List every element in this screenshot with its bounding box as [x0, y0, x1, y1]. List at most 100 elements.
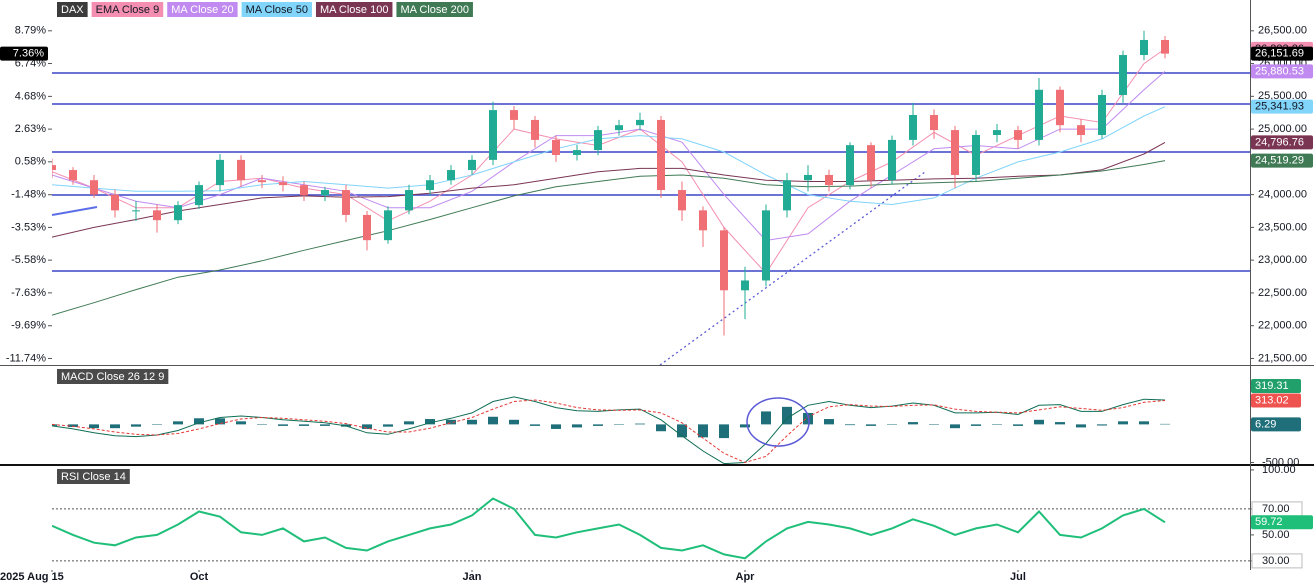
last-value-label-text: 313.02	[1255, 394, 1289, 406]
histogram-bar	[824, 419, 834, 425]
histogram-bar	[782, 406, 792, 425]
candle-body	[783, 180, 791, 211]
histogram-bar	[1097, 424, 1107, 426]
candle-body	[1077, 125, 1085, 135]
candle-body	[615, 125, 623, 131]
y-tick-label: 23,500.00	[1258, 221, 1307, 233]
ma-line	[52, 141, 1166, 238]
candle-body	[69, 170, 77, 181]
y2-tick-label: -5.58%	[11, 254, 46, 266]
candle-body	[993, 130, 1001, 135]
candle-body	[510, 110, 518, 120]
legend-item-text: MA Close 20	[171, 4, 233, 16]
last-value-label: 319.31	[1251, 379, 1301, 394]
candle-body	[237, 159, 245, 181]
candle-body	[1119, 55, 1127, 96]
histogram-bar	[320, 424, 330, 426]
candle-body	[636, 119, 644, 126]
histogram-bar	[425, 419, 435, 425]
y2-tick-label: -1.48%	[11, 189, 46, 201]
last-value-label-box	[1251, 64, 1313, 79]
legend-item-box	[315, 2, 393, 17]
pane-title: RSI Close 14	[57, 469, 130, 484]
histogram-bar	[383, 424, 393, 427]
histogram-bar	[929, 424, 939, 425]
y2-tick-label: -7.63%	[11, 287, 46, 299]
x-tick-label: Jan	[463, 571, 482, 583]
legend-item-box	[167, 2, 238, 17]
candle-body	[972, 134, 980, 175]
candle-body	[52, 165, 56, 171]
last-close-label-text: 26,151.69	[1255, 48, 1304, 60]
y-tick-label: 25,500.00	[1258, 90, 1307, 102]
candle-body	[951, 130, 959, 175]
legend-item: EMA Close 9	[91, 2, 164, 17]
last-value-label-box	[1251, 515, 1313, 530]
highlight-ellipse	[746, 397, 810, 447]
candle-body	[909, 115, 917, 140]
candle-body	[363, 214, 371, 241]
candle-body	[573, 150, 581, 155]
histogram-bar	[68, 424, 78, 428]
y-tick-label: 23,000.00	[1258, 254, 1307, 266]
candle-body	[342, 190, 350, 215]
candle-body	[657, 119, 665, 191]
y-tick-label: 22,000.00	[1258, 320, 1307, 332]
histogram-bar	[866, 424, 876, 426]
histogram-bar	[761, 411, 771, 425]
macd-line	[52, 396, 1166, 464]
candle-body	[930, 115, 938, 131]
y-tick-label: -500.00	[1262, 456, 1299, 468]
candle-body	[258, 180, 266, 183]
y2-tick-label: -11.74%	[6, 352, 46, 364]
candle-body	[867, 145, 875, 181]
candle-body	[594, 130, 602, 151]
last-value-label-text: 24,519.29	[1255, 155, 1304, 167]
histogram-bar	[551, 424, 561, 429]
candle-body	[762, 210, 770, 281]
histogram-bar	[131, 424, 141, 427]
candle-body	[1161, 39, 1169, 54]
legend-item-text: MA Close 200	[400, 4, 468, 16]
histogram-bar	[52, 424, 57, 426]
histogram-bar	[593, 424, 603, 426]
last-value-label-box	[1251, 379, 1301, 394]
y-tick-label: 50.00	[1262, 529, 1290, 541]
pane-title-text: RSI Close 14	[61, 471, 126, 483]
pane-title-box	[57, 469, 130, 484]
last-value-label-text: 319.31	[1255, 380, 1289, 392]
histogram-bar	[887, 423, 897, 425]
legend-item-box	[91, 2, 164, 17]
x-tick-label: Oct	[190, 571, 209, 583]
legend-item: MA Close 100	[315, 2, 393, 17]
histogram-bar	[110, 424, 120, 429]
histogram-bar	[530, 424, 540, 426]
last-close-label-box	[1251, 46, 1313, 61]
price-pane	[52, 30, 1250, 365]
histogram-bar	[446, 419, 456, 425]
macd-line	[52, 399, 1166, 464]
histogram-bar	[1013, 424, 1023, 426]
last-value-label-box	[1251, 417, 1301, 432]
candle-body	[1098, 95, 1106, 135]
y2-tick-label: 2.63%	[15, 123, 46, 135]
candle-body	[720, 230, 728, 291]
candle-body	[804, 174, 812, 181]
histogram-bar	[698, 424, 708, 438]
last-value-label-box	[1251, 153, 1313, 168]
candle-body	[300, 185, 308, 196]
histogram-bar	[173, 421, 183, 425]
y2-tick-label: -9.69%	[11, 320, 46, 332]
legend-title-text: DAX	[61, 4, 84, 16]
candle-body	[174, 205, 182, 221]
candle-body	[678, 190, 686, 211]
candle-body	[216, 159, 224, 186]
last-value-label: 25,341.93	[1251, 99, 1313, 114]
last-value-label-text: 24,796.76	[1255, 136, 1304, 148]
percent-marker: 7.36%	[0, 46, 48, 61]
y2-tick-label: 0.58%	[15, 156, 46, 168]
candle-body	[321, 190, 329, 196]
legend-item-text: MA Close 100	[320, 4, 388, 16]
